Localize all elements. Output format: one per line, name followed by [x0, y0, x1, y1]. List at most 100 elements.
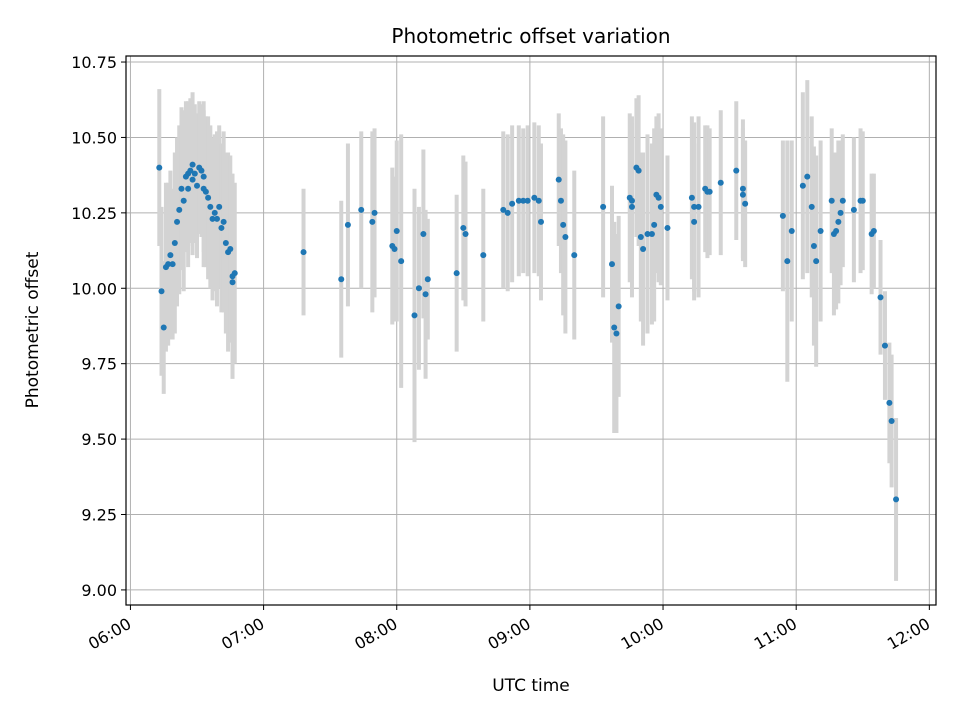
y-axis-title: Photometric offset — [23, 251, 43, 408]
data-point — [216, 203, 223, 210]
data-point — [691, 203, 698, 210]
data-point — [893, 496, 900, 503]
data-point — [500, 206, 507, 213]
data-point — [537, 218, 544, 225]
data-point — [611, 324, 618, 331]
data-point — [717, 179, 724, 186]
plot-area-frame — [125, 55, 937, 606]
data-point — [211, 209, 218, 216]
data-point — [158, 288, 165, 295]
data-point — [562, 233, 569, 240]
data-point — [648, 230, 655, 237]
data-point — [453, 270, 460, 277]
data-point — [415, 285, 422, 292]
data-point — [644, 230, 651, 237]
y-tick-label: 10.00 — [71, 279, 117, 298]
data-point — [835, 218, 842, 225]
data-point — [424, 276, 431, 283]
data-point — [231, 270, 238, 277]
data-point — [888, 417, 895, 424]
y-axis-ticks: 9.00 9.25 9.50 9.75 10.00 10.25 10.50 10.75 — [71, 53, 126, 600]
data-point — [420, 230, 427, 237]
data-point — [837, 209, 844, 216]
data-point — [859, 197, 866, 204]
data-point — [176, 206, 183, 213]
data-point — [613, 330, 620, 337]
data-point — [799, 182, 806, 189]
data-point — [571, 252, 578, 259]
data-point — [560, 221, 567, 228]
data-point — [628, 197, 635, 204]
data-point — [509, 200, 516, 207]
data-point — [222, 240, 229, 247]
data-point — [167, 252, 174, 259]
data-point — [393, 227, 400, 234]
data-point — [784, 258, 791, 265]
x-axis-title: UTC time — [492, 676, 570, 696]
data-point — [657, 203, 664, 210]
data-points — [156, 161, 900, 503]
data-point — [371, 209, 378, 216]
data-point — [739, 185, 746, 192]
data-point — [808, 203, 815, 210]
data-point — [695, 203, 702, 210]
data-point — [655, 194, 662, 201]
y-tick-label: 9.75 — [81, 355, 117, 374]
data-point — [664, 224, 671, 231]
data-point — [886, 399, 893, 406]
data-point — [640, 246, 647, 253]
data-point — [160, 324, 167, 331]
data-point — [174, 218, 181, 225]
data-point — [200, 173, 207, 180]
data-point — [788, 227, 795, 234]
data-point — [227, 246, 234, 253]
data-point — [480, 252, 487, 259]
data-point — [733, 167, 740, 174]
data-point — [462, 230, 469, 237]
data-point — [358, 206, 365, 213]
data-point — [628, 203, 635, 210]
data-point — [504, 209, 511, 216]
data-point — [369, 218, 376, 225]
data-point — [742, 200, 749, 207]
data-point — [524, 197, 531, 204]
data-point — [422, 291, 429, 298]
data-point — [191, 170, 198, 177]
data-point — [202, 188, 209, 195]
data-point — [779, 212, 786, 219]
data-point — [535, 197, 542, 204]
data-point — [169, 261, 176, 268]
data-point — [870, 227, 877, 234]
y-tick-label: 10.25 — [71, 204, 117, 223]
data-point — [156, 164, 163, 171]
data-point — [338, 276, 345, 283]
data-point — [344, 221, 351, 228]
data-point — [515, 197, 522, 204]
data-point — [165, 261, 172, 268]
data-point — [209, 215, 216, 222]
data-point — [178, 185, 185, 192]
data-point — [207, 203, 214, 210]
data-point — [833, 227, 840, 234]
data-point — [635, 167, 642, 174]
data-point — [189, 176, 196, 183]
data-point — [637, 233, 644, 240]
y-tick-label: 10.50 — [71, 128, 117, 147]
data-point — [218, 224, 225, 231]
data-point — [600, 203, 607, 210]
y-tick-label: 9.25 — [81, 506, 117, 525]
data-point — [531, 194, 538, 201]
data-point — [398, 258, 405, 265]
data-point — [460, 224, 467, 231]
chart-title: Photometric offset variation — [391, 24, 670, 48]
data-point — [877, 294, 884, 301]
data-point — [839, 197, 846, 204]
data-point — [828, 197, 835, 204]
data-point — [691, 218, 698, 225]
data-point — [810, 243, 817, 250]
data-point — [555, 176, 562, 183]
y-tick-label: 10.75 — [71, 53, 117, 72]
data-point — [817, 227, 824, 234]
data-point — [189, 161, 196, 168]
